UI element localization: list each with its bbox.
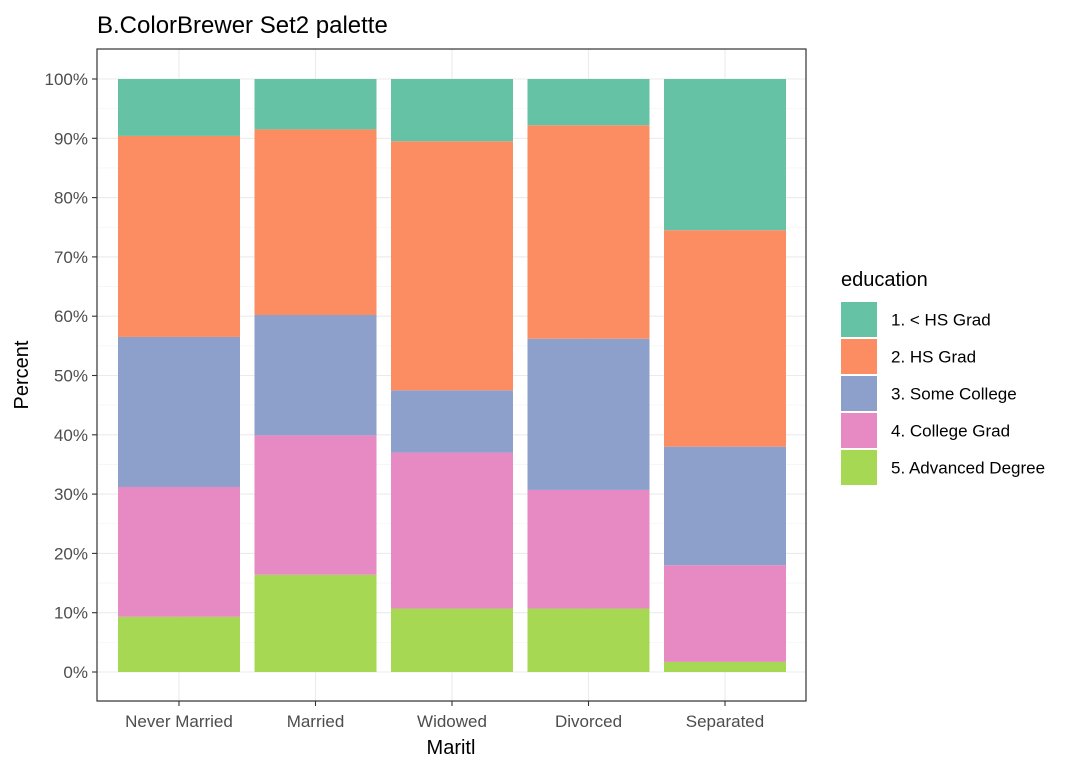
legend: education 1. < HS Grad 2. HS Grad 3. Some …: [841, 269, 1045, 485]
bar-segment: [664, 79, 786, 231]
bar-segment: [527, 608, 650, 672]
legend-key: [841, 302, 877, 337]
legend-label: 1. < HS Grad: [891, 311, 991, 330]
x-tick-label: Divorced: [555, 712, 622, 731]
y-axis: 0% 10% 20% 30% 40% 50% 60% 70% 80% 90% 100%: [45, 70, 97, 682]
y-tick-label: 20%: [54, 544, 88, 563]
bar-segment: [391, 390, 513, 453]
bar-segment: [254, 435, 377, 575]
x-axis: Never Married Married Widowed Divorced Separ…: [125, 701, 764, 731]
bar-segment: [118, 616, 240, 672]
legend-key: [841, 413, 877, 448]
bar-segment: [664, 446, 786, 566]
x-tick-label: Never Married: [125, 712, 233, 731]
x-tick-label: Widowed: [417, 712, 487, 731]
y-tick-label: 0%: [63, 663, 88, 682]
y-axis-title: Percent: [11, 340, 33, 409]
bars: [118, 79, 786, 672]
y-tick-label: 100%: [45, 70, 88, 89]
legend-label: 5. Advanced Degree: [891, 459, 1045, 478]
y-tick-label: 90%: [54, 129, 88, 148]
y-tick-label: 80%: [54, 189, 88, 208]
bar-segment: [664, 230, 786, 447]
bar-segment: [391, 141, 513, 391]
legend-title: education: [841, 269, 928, 291]
legend-label: 3. Some College: [891, 385, 1017, 404]
legend-label: 2. HS Grad: [891, 348, 976, 367]
chart-title: B.ColorBrewer Set2 palette: [97, 12, 388, 39]
bar-segment: [664, 565, 786, 662]
bar-segment: [391, 79, 513, 142]
bar-segment: [527, 79, 650, 126]
legend-key: [841, 339, 877, 374]
bar-segment: [254, 79, 377, 130]
legend-key: [841, 450, 877, 485]
legend-label: 4. College Grad: [891, 422, 1010, 441]
y-tick-label: 70%: [54, 248, 88, 267]
y-tick-label: 40%: [54, 426, 88, 445]
legend-key: [841, 376, 877, 411]
y-tick-label: 60%: [54, 307, 88, 326]
bar-segment: [118, 336, 240, 487]
bar-segment: [527, 338, 650, 490]
bar-segment: [527, 489, 650, 609]
bar-segment: [254, 574, 377, 672]
bar-segment: [391, 608, 513, 672]
y-tick-label: 10%: [54, 604, 88, 623]
y-tick-label: 50%: [54, 367, 88, 386]
bar-segment: [664, 661, 786, 672]
bar-segment: [254, 129, 377, 316]
bar-segment: [527, 125, 650, 339]
bar-segment: [118, 135, 240, 337]
bar-segment: [118, 79, 240, 136]
x-axis-title: Maritl: [427, 737, 476, 759]
y-tick-label: 30%: [54, 485, 88, 504]
x-tick-label: Married: [287, 712, 345, 731]
bar-segment: [118, 486, 240, 617]
bar-segment: [391, 452, 513, 609]
x-tick-label: Separated: [686, 712, 764, 731]
bar-segment: [254, 315, 377, 436]
